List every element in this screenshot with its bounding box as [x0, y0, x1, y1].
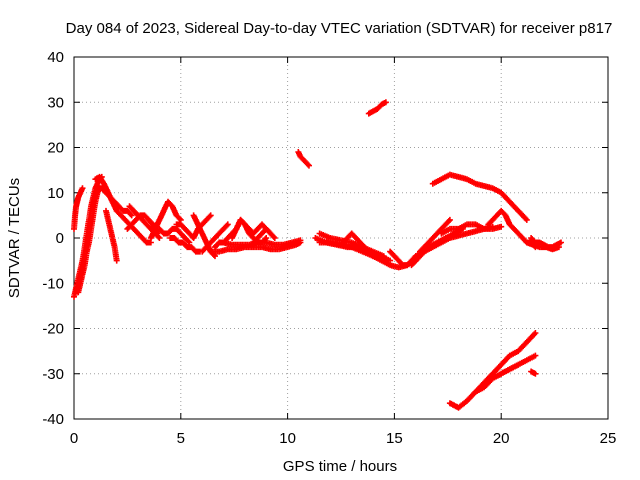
y-tick-labels: 40 30 20 10 0 -10 -20 -30 -40: [42, 49, 64, 428]
series-track-negative-long-markers: [446, 330, 539, 411]
series-track-hour14-upper: [365, 99, 389, 117]
series-track-hour4-low: [156, 225, 193, 246]
series-track-hour10-rise-markers: [295, 149, 312, 169]
series-track-hour17-steep: [417, 216, 453, 255]
y-tick-label: 30: [47, 94, 64, 111]
y-tick-label: -20: [42, 321, 64, 338]
series-track-rise-inner-markers: [75, 185, 103, 296]
series-track-negative-mid-markers: [472, 361, 522, 395]
series-track-early-left-markers: [71, 185, 86, 232]
x-tick-label: 0: [70, 430, 78, 447]
series-track-hour16-climb-2: [408, 225, 466, 269]
series-track-negative-long: [446, 330, 539, 411]
series-track-negative-end-markers: [528, 368, 539, 377]
series-track-hour2-drop-markers: [103, 207, 120, 264]
series-track-negative-mid: [472, 361, 522, 395]
y-tick-label: 40: [47, 49, 64, 66]
series-track-hour8-band: [220, 237, 304, 248]
series-track-hour8-band-markers: [220, 237, 304, 248]
series-track-hour17-steep-markers: [417, 216, 453, 255]
series-track-hour5-flat: [167, 235, 203, 255]
x-axis-label: GPS time / hours: [283, 458, 397, 475]
series-track-early-left: [71, 185, 86, 232]
series-track-hour8-hill: [250, 225, 278, 246]
series-track-hour18-band: [438, 221, 505, 237]
y-tick-label: -40: [42, 411, 64, 428]
grid-lines: [74, 57, 608, 419]
series-track-hour18-band-markers: [438, 221, 505, 237]
series-track-hour15-dip: [387, 248, 419, 269]
series-track-hour18-high-markers: [429, 171, 530, 223]
series-track-hour21-tail-2: [523, 239, 562, 253]
series-track-hour5-flat-markers: [167, 235, 203, 255]
series-track-peak-descent-2: [94, 185, 135, 219]
series-track-peak-descent-2-markers: [94, 185, 135, 219]
series-track-hour2-drop: [103, 207, 120, 264]
y-tick-label: 20: [47, 140, 64, 157]
series-track-hour5-x-b: [199, 221, 231, 255]
series-track-hour8-hill-markers: [250, 225, 278, 246]
x-tick-label: 5: [177, 430, 185, 447]
series-track-hour15-dip-markers: [387, 248, 419, 269]
axis-ticks: [73, 56, 609, 420]
series-track-hour16-climb-2-markers: [408, 225, 466, 269]
x-tick-label: 25: [600, 430, 617, 447]
series-track-hour4-bump-markers: [147, 198, 184, 241]
x-tick-label: 20: [493, 430, 510, 447]
y-axis-label: SDTVAR / TECUs: [6, 178, 23, 298]
series-track-hour18-high: [429, 171, 530, 223]
x-tick-label: 10: [279, 430, 296, 447]
series-track-hour13-hump: [340, 230, 372, 255]
series-track-hour10-rise: [295, 149, 312, 169]
y-tick-label: 10: [47, 185, 64, 202]
series-track-hour5-x-b-markers: [199, 221, 231, 255]
series-track-hour13-hump-markers: [340, 230, 372, 255]
y-tick-label: 0: [56, 230, 64, 247]
series-track-hour4-bump: [147, 198, 184, 241]
y-tick-label: -30: [42, 366, 64, 383]
series-track-hour14-upper-markers: [365, 99, 389, 117]
y-tick-label: -10: [42, 275, 64, 292]
x-tick-label: 15: [386, 430, 403, 447]
series-track-hour21-tail-2-markers: [523, 239, 562, 253]
data-points: [71, 99, 564, 411]
series-track-negative-end: [528, 368, 539, 377]
series-track-rise-inner: [75, 185, 103, 296]
chart-title: Day 084 of 2023, Sidereal Day-to-day VTE…: [66, 20, 613, 37]
x-tick-labels: 0 5 10 15 20 25: [70, 430, 617, 447]
series-track-hour4-low-markers: [156, 225, 193, 246]
